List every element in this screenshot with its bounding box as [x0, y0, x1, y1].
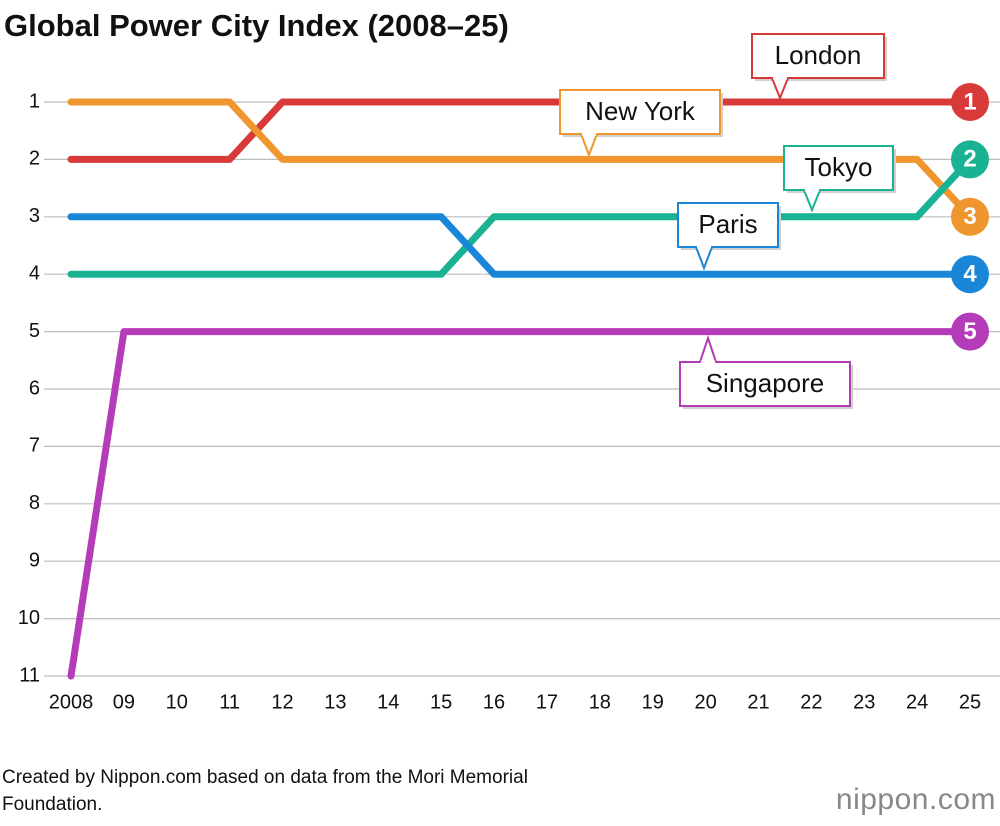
logo: nippon.com — [835, 783, 996, 816]
x-tick-label: 2008 — [49, 691, 94, 713]
label-pointer — [699, 334, 717, 363]
source-note: Created by Nippon.com based on data from… — [2, 767, 528, 815]
series-line — [67, 213, 974, 278]
y-tick-label: 11 — [19, 664, 40, 686]
x-tick-label: 11 — [219, 691, 240, 713]
y-tick-label: 5 — [29, 320, 40, 342]
label-pointer — [580, 133, 598, 158]
x-tick-label: 15 — [430, 691, 452, 713]
label-box — [751, 33, 885, 79]
label-pointer — [695, 246, 713, 271]
x-tick-label: 17 — [536, 691, 558, 713]
y-tick-label: 8 — [29, 492, 40, 514]
x-tick-label: 25 — [959, 691, 981, 713]
label-box — [783, 145, 894, 191]
chart: Global Power City Index (2008–25) 123456… — [4, 8, 1000, 713]
x-tick-label: 09 — [113, 691, 135, 713]
end-badge — [951, 255, 989, 294]
end-rank-label: 1 — [963, 88, 976, 115]
x-tick-label: 14 — [377, 691, 399, 713]
x-tick-label: 13 — [324, 691, 346, 713]
label-pointer — [771, 77, 789, 101]
y-tick-label: 6 — [29, 377, 40, 399]
end-rank-label: 3 — [963, 203, 976, 230]
series-line — [67, 98, 974, 163]
y-tick-label: 3 — [29, 205, 40, 227]
label-box — [677, 202, 779, 248]
series-line — [67, 328, 974, 680]
y-tick-label: 1 — [29, 90, 40, 112]
y-tick-label: 10 — [18, 607, 40, 629]
legend-label: New York — [585, 96, 696, 126]
end-badge — [951, 197, 989, 236]
x-tick-label: 22 — [800, 691, 822, 713]
y-tick-label: 7 — [29, 435, 40, 457]
x-tick-label: 16 — [483, 691, 505, 713]
end-badge — [951, 140, 989, 179]
x-tick-label: 18 — [589, 691, 611, 713]
x-tick-label: 12 — [271, 691, 293, 713]
x-tick-label: 20 — [694, 691, 716, 713]
end-rank-label: 4 — [963, 261, 977, 288]
x-tick-label: 23 — [853, 691, 875, 713]
end-badge — [951, 83, 989, 121]
y-tick-label: 4 — [29, 262, 40, 284]
legend-label: Singapore — [706, 368, 825, 398]
end-rank-label: 5 — [963, 318, 976, 345]
series-line — [67, 155, 974, 278]
label-box — [679, 361, 851, 407]
legend-label: Paris — [698, 209, 757, 239]
x-tick-label: 10 — [166, 691, 188, 713]
x-tick-label: 21 — [747, 691, 769, 713]
x-tick-label: 24 — [906, 691, 928, 713]
legend-label: Tokyo — [805, 152, 873, 182]
chart-title: Global Power City Index (2008–25) — [4, 8, 509, 43]
end-rank-label: 2 — [963, 146, 976, 173]
label-pointer — [803, 189, 821, 213]
label-box — [559, 89, 721, 135]
y-tick-label: 2 — [29, 148, 40, 170]
x-tick-label: 19 — [642, 691, 664, 713]
legend-label: London — [775, 40, 862, 70]
end-badge — [951, 312, 989, 351]
y-tick-label: 9 — [29, 549, 40, 571]
